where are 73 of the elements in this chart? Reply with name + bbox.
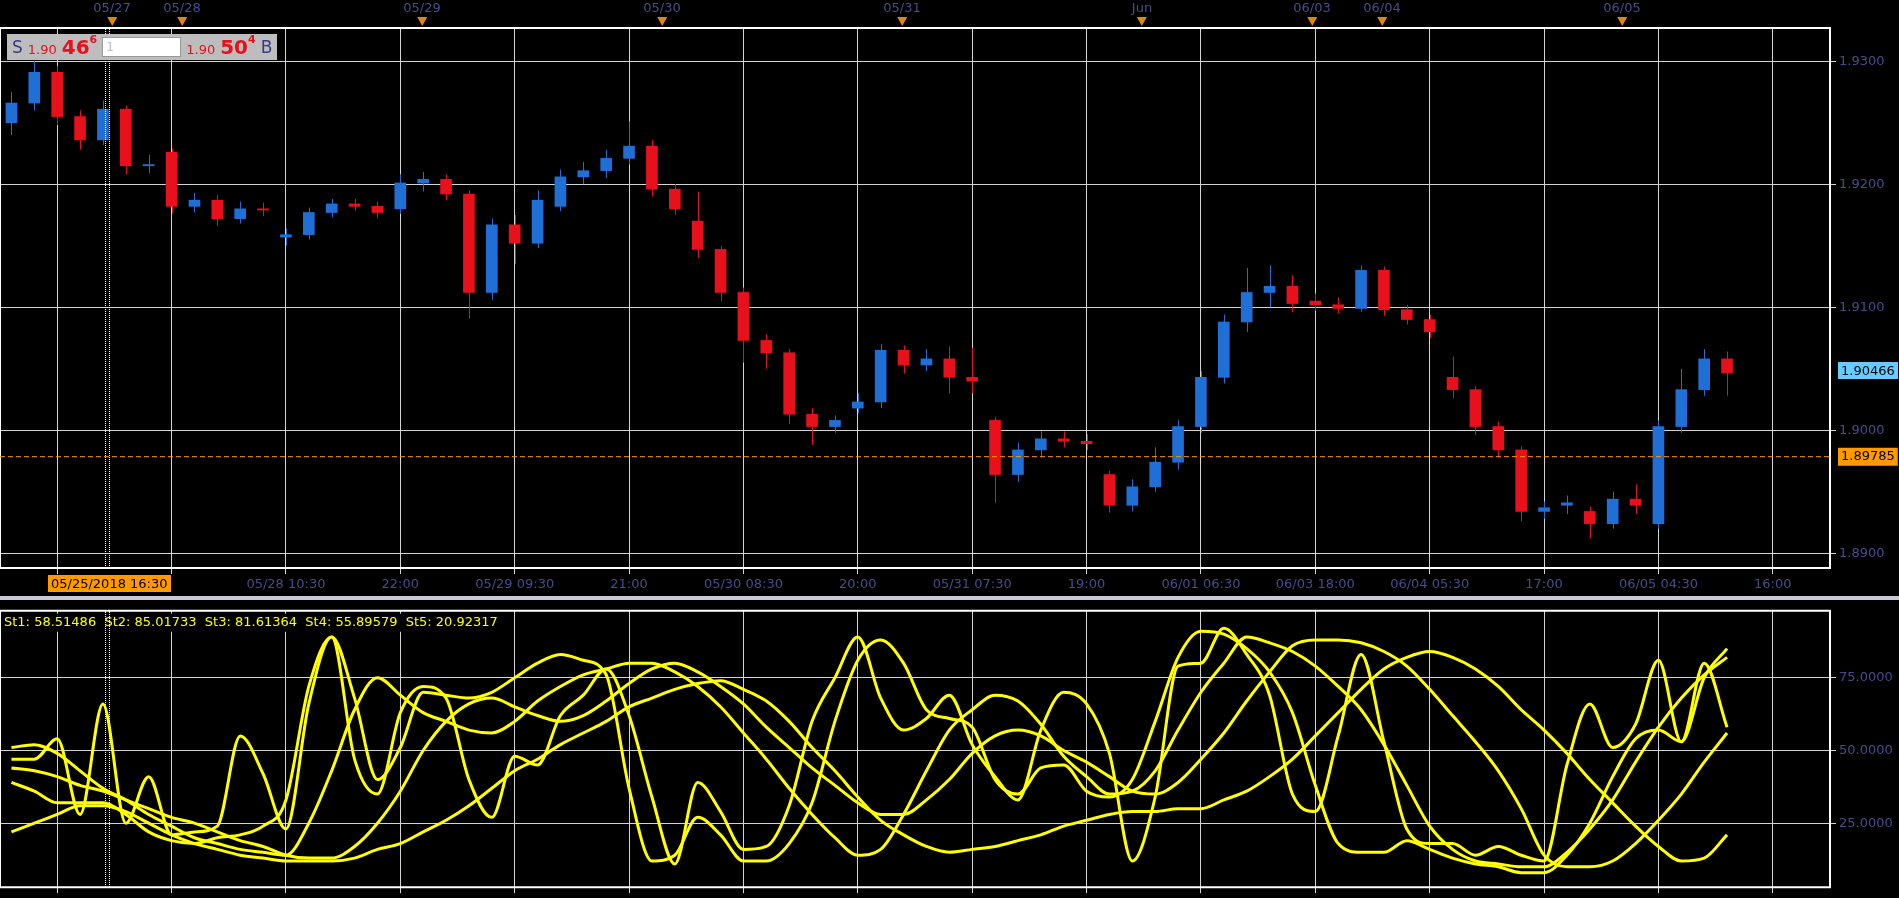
text: 06/04: [1363, 0, 1401, 15]
x-tick-label: 20:00: [839, 576, 877, 592]
x-tick-label: 05/28 10:30: [246, 576, 326, 592]
x-tick-label: 06/04 05:30: [1390, 576, 1470, 592]
candlestick: [1263, 264, 1276, 308]
y-tick-label: 50.0000: [1839, 741, 1893, 757]
candlestick: [1034, 430, 1047, 458]
candlestick: [417, 171, 430, 193]
text: Jun: [1131, 0, 1153, 15]
text: 05/25/2018 16:30: [48, 575, 171, 592]
candlestick: [1721, 351, 1733, 397]
candlestick: [1286, 274, 1299, 313]
y-tick-label: 1.9000: [1839, 421, 1885, 437]
x-tick-label: 05/31 07:30: [932, 576, 1012, 592]
candlestick: [806, 407, 818, 446]
text: 05/31: [883, 0, 921, 15]
candlestick: [325, 198, 338, 218]
candlestick: [966, 347, 979, 394]
annotation: 1.90: [186, 42, 216, 59]
candlestick: [897, 344, 910, 375]
candlestick: [851, 392, 864, 414]
annotation: 1.90: [27, 42, 57, 59]
candlestick: [234, 200, 247, 225]
x-tick-label: 22:00: [381, 576, 420, 592]
candlestick: [1400, 304, 1413, 325]
candlestick: [943, 346, 956, 394]
x-tick-label: 06/05 04:30: [1618, 576, 1698, 592]
annotation: S: [12, 37, 23, 57]
x-tick-label: 16:00: [1754, 576, 1792, 592]
candlestick: [1583, 506, 1596, 539]
candlestick: [142, 154, 155, 174]
candlestick: [1423, 314, 1436, 339]
candlestick: [668, 183, 681, 216]
x-tick-label: 19:00: [1067, 576, 1106, 592]
candlestick: [1446, 355, 1459, 399]
candlestick: [211, 194, 224, 227]
text: 06/03: [1293, 0, 1331, 15]
text: 05/30: [643, 0, 681, 15]
candlestick: [1629, 483, 1642, 515]
x-tick-label: 05/30 08:30: [703, 576, 783, 592]
candlestick: [188, 192, 201, 214]
text: 1.90466: [1838, 362, 1898, 379]
annotation: 50$^{4}$: [220, 33, 256, 59]
candlestick: [623, 120, 635, 166]
candlestick: [508, 214, 521, 265]
x-tick-label: 06/01 06:30: [1161, 576, 1241, 592]
ref-line-label: 1.89785: [1841, 448, 1895, 464]
y-tick-label: 75.0000: [1839, 669, 1893, 685]
candlestick: [440, 173, 452, 201]
text: 05/27: [93, 0, 131, 15]
annotation: 46$^{6}$: [61, 33, 98, 59]
candlestick: [5, 91, 18, 136]
candlestick: [577, 161, 590, 185]
y-tick-label: 1.9100: [1839, 298, 1885, 314]
candlestick: [1126, 478, 1139, 512]
candlestick: [302, 207, 315, 241]
annotation: 1: [102, 37, 182, 57]
annotation: St1: 58.51486 St2: 85.01733 St3: 81.61364 St4: 55.89579 St5: 20.92317: [4, 614, 498, 630]
text: 05/28: [163, 0, 201, 15]
x-tick-label: 05/29 09:30: [475, 576, 555, 592]
x-tick-label: 17:00: [1525, 576, 1563, 592]
x-tick-label: 06/03 18:00: [1275, 576, 1355, 592]
x-tick-label: 21:00: [610, 576, 648, 592]
text: 06/05: [1603, 0, 1641, 15]
y-tick-label: 1.9300: [1839, 52, 1885, 68]
y-tick-label: 1.8900: [1839, 544, 1885, 560]
candlestick: [1561, 494, 1573, 515]
y-tick-label: 1.9200: [1839, 175, 1885, 191]
candlestick: [760, 333, 773, 370]
text: 05/29: [403, 0, 441, 15]
candlestick: [600, 149, 613, 179]
y-tick-label: 25.0000: [1839, 814, 1893, 830]
annotation: B: [260, 37, 273, 57]
